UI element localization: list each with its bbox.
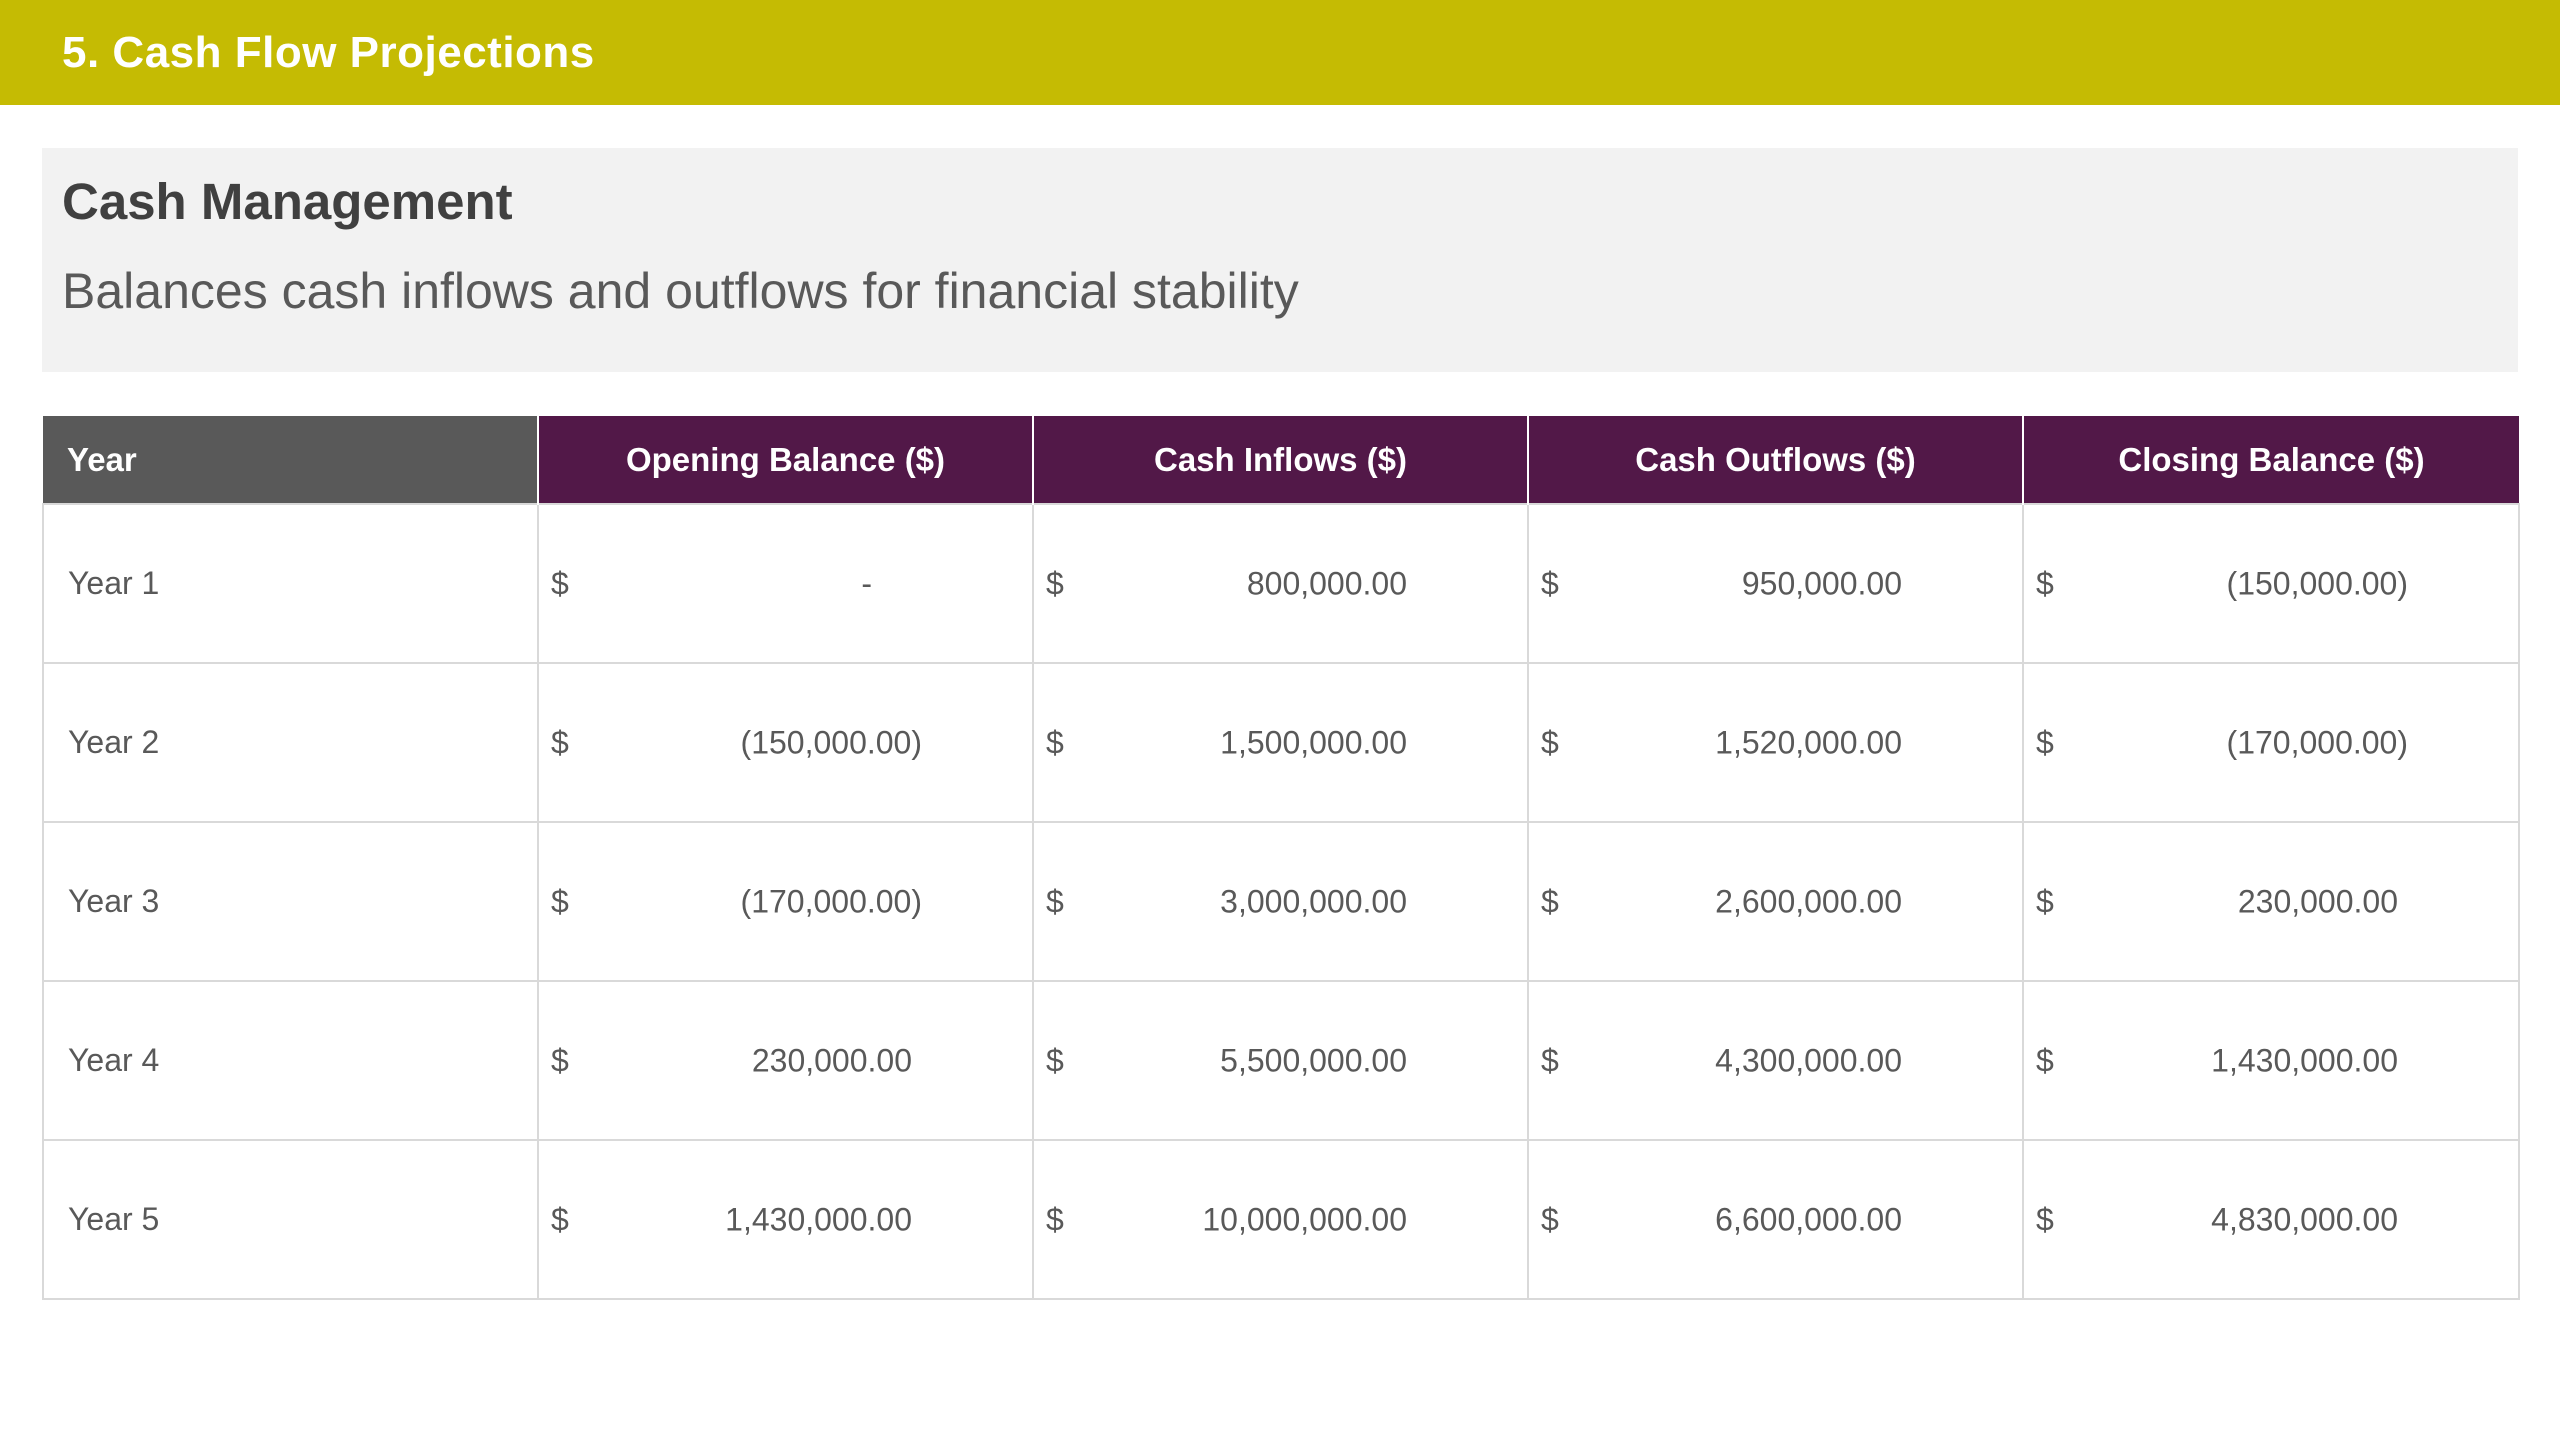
currency-symbol: $ — [551, 1201, 569, 1237]
cash-inflows-value: 5,500,000.00 — [1220, 1042, 1407, 1078]
currency-symbol: $ — [1046, 1042, 1064, 1078]
cash-outflows-value: 950,000.00 — [1741, 565, 1902, 601]
currency-symbol: $ — [1541, 724, 1559, 760]
table-header-row: Year Opening Balance ($) Cash Inflows ($… — [43, 416, 2519, 504]
closing-balance-cell: $230,000.00 — [2022, 821, 2520, 982]
currency-symbol: $ — [1046, 883, 1064, 919]
cash-outflows-value: 2,600,000.00 — [1715, 883, 1902, 919]
table-row: Year 4 $230,000.00 $5,500,000.00 $4,300,000… — [42, 980, 2520, 1141]
cash-outflows-cell: $1,520,000.00 — [1527, 662, 2024, 823]
cash-inflows-cell: $3,000,000.00 — [1032, 821, 1529, 982]
currency-symbol: $ — [2036, 724, 2054, 760]
currency-symbol: $ — [2036, 883, 2054, 919]
cash-outflows-value: 6,600,000.00 — [1715, 1201, 1902, 1237]
cash-inflows-value: 1,500,000.00 — [1220, 724, 1407, 760]
opening-balance-cell: $ (150,000.00) — [537, 662, 1034, 823]
cash-inflows-cell: $10,000,000.00 — [1032, 1139, 1529, 1300]
header-closing-balance: Closing Balance ($) — [2022, 416, 2519, 504]
currency-symbol: $ — [1541, 565, 1559, 601]
cash-inflows-cell: $1,500,000.00 — [1032, 662, 1529, 823]
opening-balance-value: 1,430,000.00 — [725, 1201, 912, 1237]
info-description: Balances cash inflows and outflows for f… — [62, 263, 1299, 319]
cash-outflows-cell: $4,300,000.00 — [1527, 980, 2024, 1141]
currency-symbol: $ — [551, 724, 569, 760]
year-cell: Year 3 — [42, 821, 539, 982]
title-bar: 5. Cash Flow Projections — [0, 0, 2560, 105]
currency-symbol: $ — [1046, 1201, 1064, 1237]
year-cell: Year 1 — [42, 503, 539, 664]
year-cell: Year 4 — [42, 980, 539, 1141]
currency-symbol: $ — [2036, 1201, 2054, 1237]
cash-inflows-value: 10,000,000.00 — [1202, 1201, 1407, 1237]
opening-balance-value: (150,000.00) — [740, 724, 922, 760]
info-box: Cash Management Balances cash inflows an… — [42, 148, 2518, 372]
cash-outflows-cell: $6,600,000.00 — [1527, 1139, 2024, 1300]
closing-balance-cell: $ (150,000.00) — [2022, 503, 2520, 664]
cash-flow-table: Year Opening Balance ($) Cash Inflows ($… — [42, 416, 2520, 1300]
header-cash-inflows: Cash Inflows ($) — [1032, 416, 1528, 504]
opening-balance-cell: $1,430,000.00 — [537, 1139, 1034, 1300]
closing-balance-value: (150,000.00) — [2226, 565, 2408, 601]
header-year: Year — [43, 416, 538, 504]
closing-balance-value: 1,430,000.00 — [2211, 1042, 2398, 1078]
closing-balance-value: (170,000.00) — [2226, 724, 2408, 760]
currency-symbol: $ — [1541, 1201, 1559, 1237]
closing-balance-cell: $ (170,000.00) — [2022, 662, 2520, 823]
info-heading: Cash Management — [62, 173, 513, 230]
currency-symbol: $ — [1046, 724, 1064, 760]
cash-inflows-cell: $5,500,000.00 — [1032, 980, 1529, 1141]
closing-balance-cell: $1,430,000.00 — [2022, 980, 2520, 1141]
cash-outflows-value: 1,520,000.00 — [1715, 724, 1902, 760]
header-cash-outflows: Cash Outflows ($) — [1527, 416, 2023, 504]
cash-inflows-cell: $800,000.00 — [1032, 503, 1529, 664]
table-row: Year 3 $ (170,000.00) $3,000,000.00 $2,600,0… — [42, 821, 2520, 982]
year-cell: Year 5 — [42, 1139, 539, 1300]
page-title: 5. Cash Flow Projections — [62, 27, 595, 77]
currency-symbol: $ — [551, 883, 569, 919]
header-opening-balance: Opening Balance ($) — [537, 416, 1033, 504]
opening-balance-cell: $ - — [537, 503, 1034, 664]
opening-balance-value: (170,000.00) — [740, 883, 922, 919]
currency-symbol: $ — [2036, 1042, 2054, 1078]
cash-inflows-value: 800,000.00 — [1246, 565, 1407, 601]
currency-symbol: $ — [1541, 1042, 1559, 1078]
closing-balance-value: 230,000.00 — [2237, 883, 2398, 919]
opening-balance-value: 230,000.00 — [751, 1042, 912, 1078]
cash-inflows-value: 3,000,000.00 — [1220, 883, 1407, 919]
opening-balance-value: - — [861, 565, 872, 601]
cash-outflows-cell: $950,000.00 — [1527, 503, 2024, 664]
currency-symbol: $ — [551, 1042, 569, 1078]
table-row: Year 1 $ - $800,000.00 $950,000.00 $ (150,000.… — [42, 503, 2520, 664]
cash-outflows-cell: $2,600,000.00 — [1527, 821, 2024, 982]
closing-balance-cell: $4,830,000.00 — [2022, 1139, 2520, 1300]
opening-balance-cell: $230,000.00 — [537, 980, 1034, 1141]
cash-outflows-value: 4,300,000.00 — [1715, 1042, 1902, 1078]
currency-symbol: $ — [2036, 565, 2054, 601]
table-row: Year 5 $1,430,000.00 $10,000,000.00 $6,600,… — [42, 1139, 2520, 1300]
opening-balance-cell: $ (170,000.00) — [537, 821, 1034, 982]
currency-symbol: $ — [551, 565, 569, 601]
currency-symbol: $ — [1046, 565, 1064, 601]
year-cell: Year 2 — [42, 662, 539, 823]
closing-balance-value: 4,830,000.00 — [2211, 1201, 2398, 1237]
currency-symbol: $ — [1541, 883, 1559, 919]
table-row: Year 2 $ (150,000.00) $1,500,000.00 $1,520,0… — [42, 662, 2520, 823]
